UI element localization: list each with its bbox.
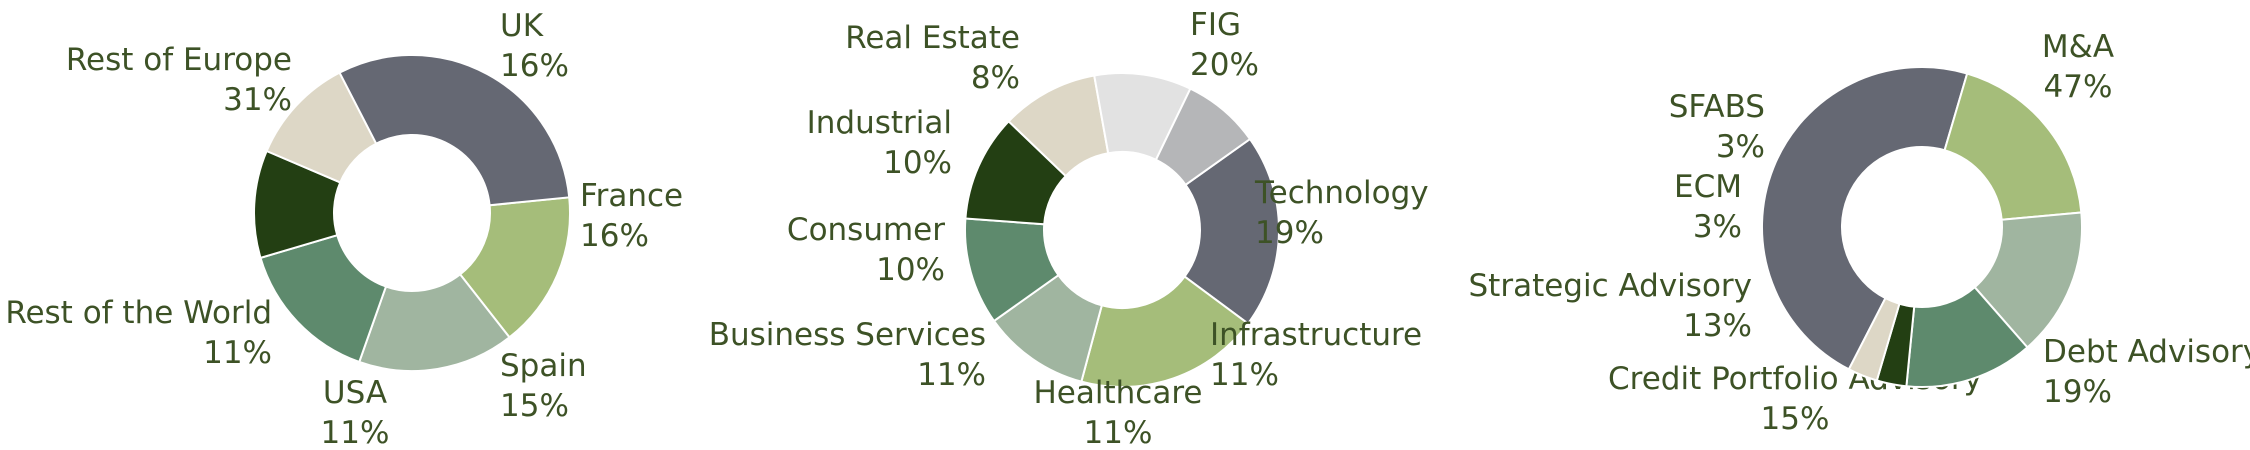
slice-label-infrastructure: Infrastructure: [1210, 317, 1422, 353]
slice-label-ecm: ECM: [1674, 169, 1742, 205]
slice-value-real-estate: 8%: [971, 60, 1020, 96]
donut-hole: [1044, 152, 1200, 308]
slice-value-france: 16%: [580, 218, 649, 254]
slice-value-technology: 19%: [1255, 215, 1324, 251]
donut-hole: [334, 135, 490, 291]
slice-label-consumer: Consumer: [787, 212, 945, 248]
slice-label-fig: FIG: [1190, 7, 1241, 43]
slice-label-technology: Technology: [1254, 175, 1429, 211]
donut-hole: [1842, 147, 2002, 307]
slice-value-rest-of-the-world: 11%: [203, 335, 272, 371]
slice-label-business-services: Business Services: [709, 317, 986, 353]
slice-value-consumer: 10%: [876, 252, 945, 288]
slice-value-rest-of-europe: 31%: [223, 82, 292, 118]
slice-label-france: France: [580, 178, 683, 214]
slice-label-strategic-advisory: Strategic Advisory: [1469, 268, 1753, 304]
slice-value-spain: 15%: [500, 388, 569, 424]
slice-label-real-estate: Real Estate: [845, 20, 1020, 56]
slice-label-rest-of-europe: Rest of Europe: [66, 42, 292, 78]
slice-value-healthcare: 11%: [1084, 415, 1153, 450]
slice-label-spain: Spain: [500, 348, 587, 384]
slice-value-sfabs: 3%: [1716, 129, 1765, 165]
slice-label-healthcare: Healthcare: [1034, 375, 1203, 411]
slice-label-industrial: Industrial: [807, 105, 952, 141]
donut-chart-1: UK 16% France 16% Spain 15% USA 11% Rest of the …: [5, 8, 683, 450]
slice-value-strategic-advisory: 13%: [1683, 308, 1752, 344]
slice-value-business-services: 11%: [917, 357, 986, 393]
slice-label-uk: UK: [500, 8, 544, 44]
slice-value-credit-portfolio-advisory: 15%: [1761, 401, 1830, 437]
slice-value-ecm: 3%: [1693, 209, 1742, 245]
slice-value-usa: 11%: [321, 415, 390, 450]
slice-value-uk: 16%: [500, 48, 569, 84]
slice-label-rest-of-the-world: Rest of the World: [5, 295, 272, 331]
slice-value-infrastructure: 11%: [1210, 357, 1279, 393]
slice-label-usa: USA: [323, 375, 387, 411]
slice-value-fig: 20%: [1190, 47, 1259, 83]
donut-chart-2: FIG20%Technology19%Infrastructure11%Heal…: [709, 7, 1429, 450]
slice-label-sfabs: SFABS: [1669, 89, 1765, 125]
slice-value-industrial: 10%: [883, 145, 952, 181]
slice-label-debt-advisory: Debt Advisory: [2043, 334, 2250, 370]
slice-value-manda: 47%: [2044, 69, 2113, 105]
slice-value-debt-advisory: 19%: [2043, 374, 2112, 410]
slice-label-manda: M&A: [2042, 29, 2114, 65]
